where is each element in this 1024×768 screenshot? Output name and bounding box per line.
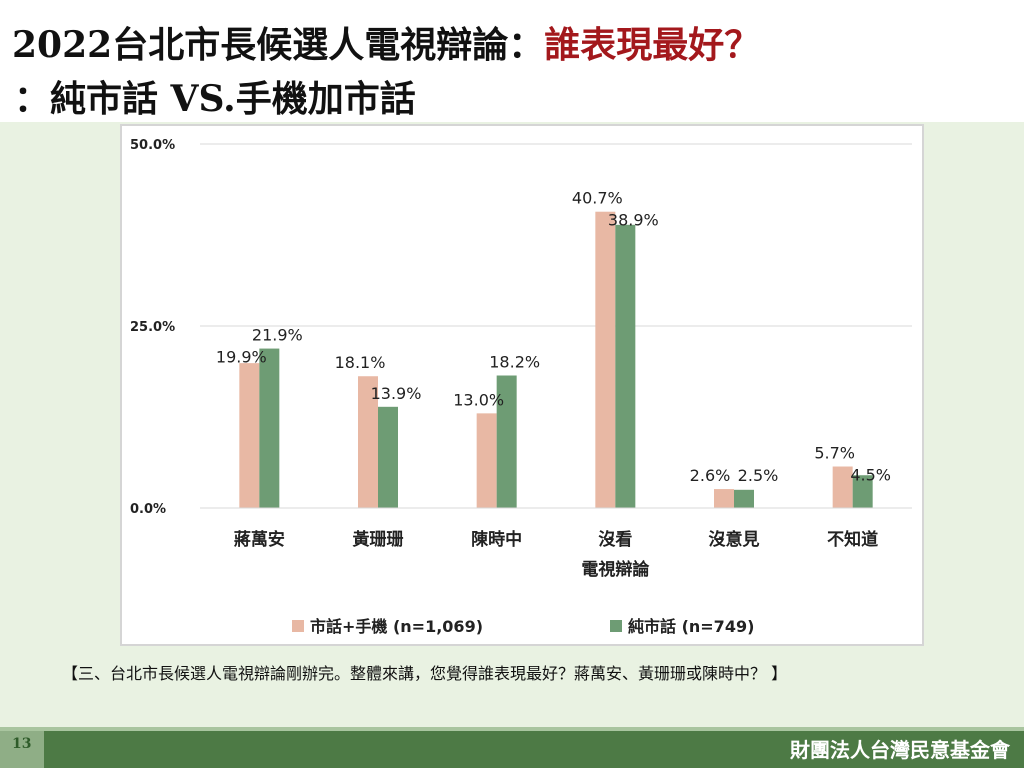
x-tick-label: 陳時中 [471,529,522,550]
page-subtitle: ：純市話 VS.手機加市話 [14,78,416,120]
bar-chart: 0.0% 25.0% 50.0% 19.9% 21.9% 18.1% 13.9% 13.0% 1… [130,138,912,636]
bar [734,489,754,508]
data-label: 21.9% [252,326,303,345]
footer-left-block [0,727,44,768]
bar [239,363,260,508]
data-label: 2.6% [690,466,731,485]
bar [259,348,280,508]
bar [714,489,734,508]
bar [852,475,873,508]
data-label: 19.9% [216,348,267,367]
y-tick-label: 50.0% [130,138,175,153]
x-tick-label: 電視辯論 [581,559,650,580]
chart-container: 0.0% 25.0% 50.0% 19.9% 21.9% 18.1% 13.9% 13.0% 1… [120,124,924,646]
survey-question: 【三、台北市長候選人電視辯論剛辦完。整體來講，您覺得誰表現最好？蔣萬安、黃珊珊或… [62,664,788,683]
title-part1: 2022台北市長候選人電視辯論： [12,24,545,66]
y-tick-label: 25.0% [130,320,175,335]
page-number: 13 [12,736,32,752]
data-label: 4.5% [850,466,891,485]
bar [476,413,497,508]
bar [595,211,616,508]
legend-swatch [610,620,622,632]
x-tick-label: 不知道 [827,529,878,550]
organization-name: 財團法人台灣民意基金會 [790,738,1010,762]
legend-swatch [292,620,304,632]
bar [615,224,636,509]
page-title: 2022台北市長候選人電視辯論：誰表現最好？ [12,16,760,68]
legend-label: 市話+手機 (n=1,069) [310,617,483,636]
title-area: 2022台北市長候選人電視辯論：誰表現最好？ ：純市話 VS.手機加市話 [0,0,1024,122]
x-tick-label: 黃珊珊 [352,530,404,550]
x-tick-label: 沒意見 [709,529,760,550]
data-label: 38.9% [608,211,659,230]
data-label: 18.2% [489,353,540,372]
bar [358,376,378,508]
y-tick-label: 0.0% [130,502,166,517]
data-label: 13.0% [453,390,504,409]
footer-bar [44,727,1024,768]
bar [378,406,398,508]
legend-label: 純市話 (n=749) [628,617,754,636]
title-accent: 誰表現最好？ [544,24,761,66]
data-label: 13.9% [371,384,422,403]
bar [496,375,517,508]
data-label: 18.1% [335,353,386,372]
data-label: 2.5% [738,466,779,485]
x-tick-label: 沒看 [598,529,632,550]
data-label: 40.7% [572,189,623,208]
data-label: 5.7% [814,444,855,463]
bar [832,466,853,508]
footer-divider [0,727,1024,731]
x-tick-label: 蔣萬安 [234,529,285,550]
